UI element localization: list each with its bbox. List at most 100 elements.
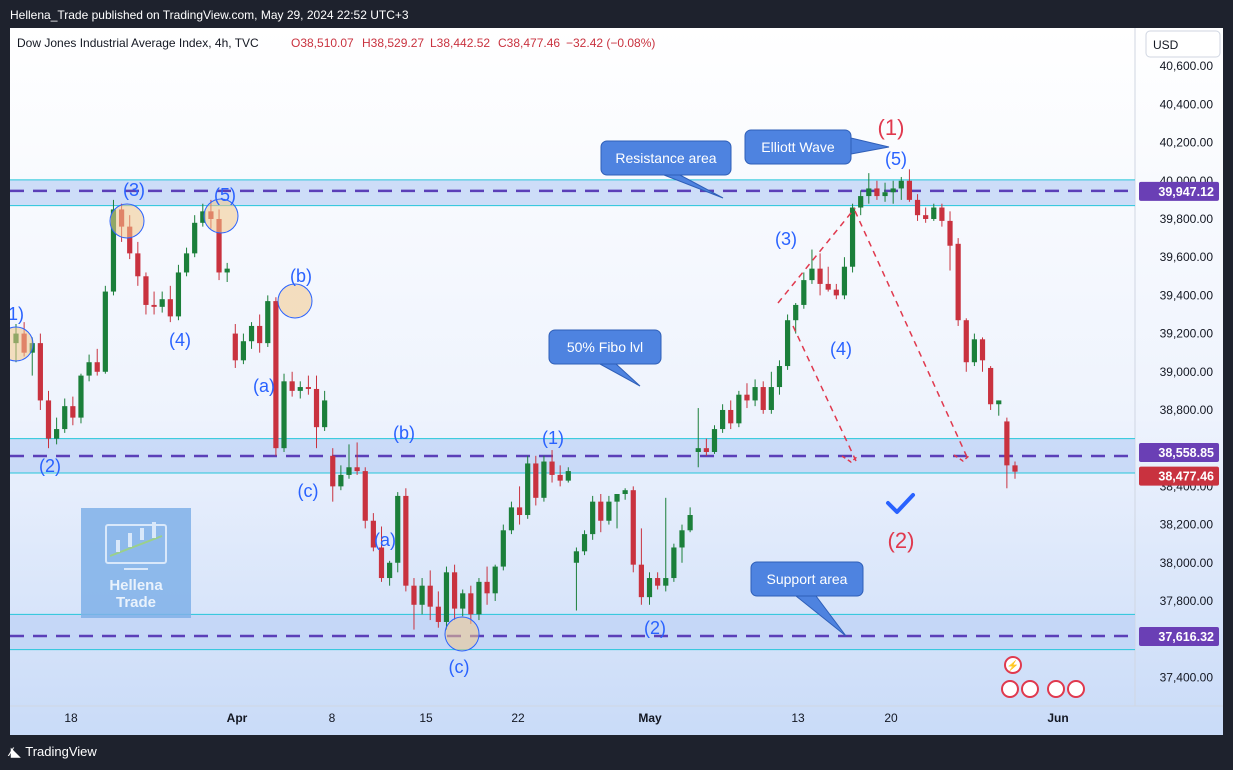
currency-button[interactable] [1145, 30, 1221, 58]
candle-body [86, 362, 92, 376]
footer: ⁄◣ TradingView [10, 744, 97, 759]
candle-body [711, 429, 718, 452]
candle-body [841, 266, 848, 296]
y-tick-label: 38,800.00 [1160, 403, 1214, 417]
callout-bubble: Support area [750, 561, 864, 637]
candle [720, 404, 726, 433]
callout-text: Resistance area [615, 150, 716, 166]
candle [760, 381, 766, 414]
y-tick-label: 39,800.00 [1160, 212, 1214, 226]
candle-body [37, 343, 43, 401]
us-flag-icon[interactable] [1047, 680, 1065, 698]
candle [297, 381, 303, 399]
candle-body [598, 501, 604, 521]
event-icons[interactable]: ⚡ [1001, 656, 1085, 698]
candle-body [419, 585, 425, 605]
x-tick-label: Jun [1047, 711, 1068, 725]
candle [646, 572, 653, 605]
y-tick-label: 39,000.00 [1160, 365, 1214, 379]
candle-body [784, 320, 791, 367]
candle-body [297, 387, 303, 391]
zone-band [10, 179, 1135, 206]
watermark-line1: Hellena [109, 577, 163, 594]
y-tick-label: 39,600.00 [1160, 250, 1214, 264]
candle-body [638, 564, 644, 598]
price-tag [1139, 443, 1219, 463]
candle-body [533, 463, 539, 498]
callout-box [750, 561, 864, 597]
candle [971, 333, 977, 367]
highlight-circle [109, 203, 145, 239]
us-flag-icon[interactable] [1001, 680, 1019, 698]
price-tag-label: 39,947.12 [1158, 185, 1214, 199]
candle [54, 417, 60, 445]
candle-body [54, 429, 60, 439]
candle [159, 291, 165, 313]
candle-body [175, 272, 182, 317]
wave-label: (5) [214, 185, 236, 205]
callout-box [600, 140, 732, 176]
callout-bubble: Elliott Wave [744, 129, 890, 165]
wave-label: (c) [449, 657, 470, 677]
candle [573, 547, 580, 611]
candle-body [695, 448, 701, 452]
candle-body [451, 572, 458, 609]
earnings-icon[interactable] [1004, 656, 1022, 674]
candle-body [484, 581, 490, 594]
wave-label: (b) [290, 266, 312, 286]
wave-label: (3) [123, 180, 145, 200]
candle [419, 578, 425, 615]
candlestick-chart[interactable]: Resistance area Elliott Wave 50% Fibo lvl S… [10, 28, 1223, 735]
candle-body [939, 207, 945, 221]
wave-label: 1) [10, 304, 24, 324]
us-flag-icon[interactable] [1021, 680, 1039, 698]
candle [711, 425, 718, 454]
candle-body [825, 283, 831, 290]
candle-body [849, 207, 856, 267]
candle [192, 215, 198, 258]
candle-body [923, 215, 929, 219]
candle [947, 211, 953, 271]
candle [614, 494, 620, 529]
x-tick-label: 15 [419, 711, 433, 725]
candle [1012, 461, 1018, 479]
candle-body [127, 226, 133, 254]
us-flag-icon[interactable] [1067, 680, 1085, 698]
candle [703, 438, 709, 456]
candle-body [354, 467, 360, 472]
candle [590, 495, 596, 540]
y-tick-label: 40,600.00 [1160, 59, 1214, 73]
candle [240, 333, 247, 365]
candle [663, 497, 669, 592]
candle [362, 467, 368, 529]
candle [354, 442, 360, 475]
footer-brand: TradingView [25, 744, 97, 759]
candle [898, 176, 904, 200]
candle [671, 543, 677, 582]
candle-body [257, 325, 263, 344]
candle [533, 455, 539, 506]
candle-body [281, 381, 287, 449]
x-tick-label: 8 [329, 711, 336, 725]
candle-body [183, 253, 190, 273]
candle [963, 318, 969, 372]
chart-panel[interactable]: Resistance area Elliott Wave 50% Fibo lvl S… [10, 28, 1223, 735]
currency-label: USD [1153, 38, 1179, 52]
candle-body [971, 339, 977, 363]
candle [768, 371, 774, 414]
legend-symbol: Dow Jones Industrial Average Index, 4h, … [17, 36, 259, 50]
candle [273, 297, 279, 456]
candle [70, 396, 76, 426]
candle [866, 173, 872, 204]
callout-text: Elliott Wave [761, 139, 835, 155]
candle [630, 486, 636, 573]
candle-body [882, 192, 888, 197]
candle [525, 455, 531, 519]
legend-change: −32.42 (−0.08%) [566, 36, 655, 50]
candle [906, 169, 913, 202]
highlight-circle [277, 283, 313, 319]
candle [102, 285, 108, 374]
candle [451, 564, 458, 621]
candle-body [305, 387, 311, 389]
candle [809, 249, 815, 284]
